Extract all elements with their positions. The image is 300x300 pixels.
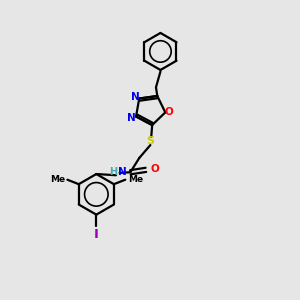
Text: S: S [147, 136, 155, 146]
Text: N: N [128, 113, 136, 123]
Text: N: N [131, 92, 140, 102]
Text: O: O [150, 164, 159, 174]
Text: Me: Me [50, 175, 65, 184]
Text: N: N [118, 167, 127, 177]
Text: I: I [94, 228, 99, 241]
Text: O: O [165, 107, 173, 117]
Text: H: H [109, 167, 117, 177]
Text: Me: Me [128, 175, 143, 184]
